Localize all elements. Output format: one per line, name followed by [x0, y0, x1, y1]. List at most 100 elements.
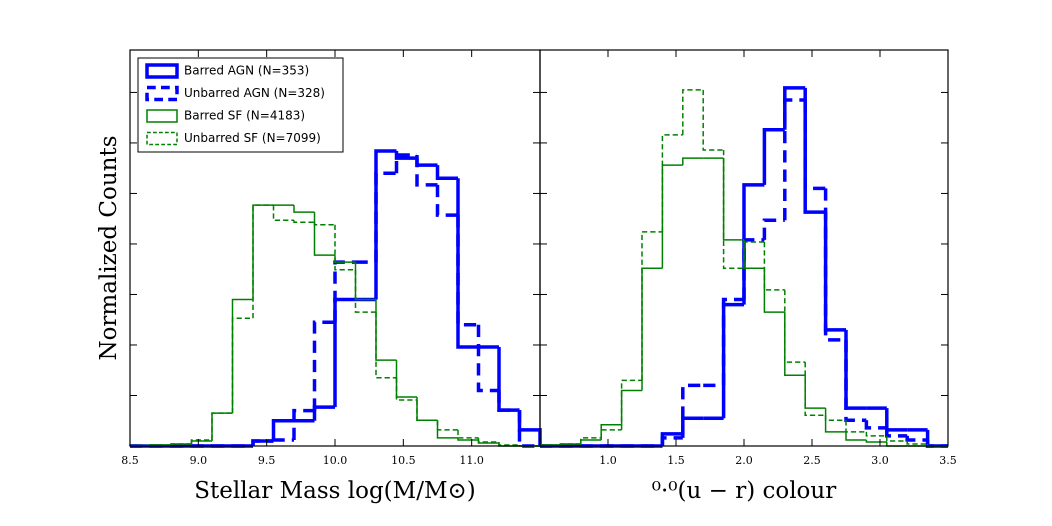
histogram-step: [211, 412, 233, 441]
legend-swatch: [145, 63, 179, 79]
histogram-step: [272, 205, 294, 221]
histogram-step: [600, 424, 622, 440]
histogram-step: [580, 437, 602, 444]
histogram-step: [498, 441, 520, 446]
histogram-step: [762, 218, 785, 240]
legend-frame: [137, 57, 344, 153]
x-tick-label: 2.5: [803, 454, 821, 467]
x-tick-label: 2.0: [735, 454, 753, 467]
legend-label: Barred SF (N=4183): [184, 109, 305, 123]
histogram-step: [252, 204, 274, 300]
histogram-step: [497, 390, 520, 412]
x-tick-label: 10.0: [323, 454, 348, 467]
histogram-step: [885, 408, 908, 432]
histogram-step: [783, 98, 806, 221]
histogram-step: [784, 312, 806, 377]
histogram-step: [293, 220, 315, 223]
histogram-step: [476, 324, 499, 393]
histogram-step: [251, 439, 274, 446]
histogram-step: [436, 420, 458, 439]
histogram-step: [271, 438, 294, 442]
histogram-step: [416, 397, 438, 421]
histogram-step: [333, 260, 356, 323]
histogram-step: [886, 441, 908, 447]
histogram-step: [375, 312, 397, 379]
histogram-step: [354, 262, 376, 301]
y-axis-label: Normalized Counts: [96, 135, 122, 360]
histogram-step: [641, 267, 663, 391]
histogram-step: [477, 437, 499, 443]
histogram-step: [313, 212, 335, 256]
histogram-step: [722, 150, 744, 269]
histogram-step: [394, 151, 417, 160]
histogram-step: [824, 408, 846, 433]
histogram-step: [190, 440, 212, 444]
histogram-step: [660, 432, 683, 446]
histogram-step: [415, 155, 438, 187]
histogram-step: [252, 204, 274, 319]
histogram-step: [784, 289, 806, 363]
histogram-step: [395, 377, 417, 401]
histogram-step: [681, 416, 704, 434]
histogram-step: [313, 222, 335, 226]
histogram-step: [742, 183, 765, 305]
histogram-step: [497, 347, 520, 412]
histogram-step: [661, 134, 683, 232]
histogram-step: [211, 412, 233, 440]
x-axis-label: ⁰·⁰(u − r) colour: [652, 478, 836, 504]
histogram-step: [580, 439, 602, 444]
histogram-step: [231, 298, 253, 414]
histogram-step: [559, 443, 581, 445]
legend-label: Barred AGN (N=353): [184, 64, 309, 78]
histogram-step: [803, 87, 826, 214]
histogram-step: [743, 239, 765, 269]
x-tick-label: 8.5: [121, 454, 139, 467]
x-axis-label: Stellar Mass log(M/M⊙): [194, 478, 476, 504]
histogram-step: [375, 299, 397, 361]
histogram-step: [436, 420, 458, 431]
histogram-step: [865, 431, 887, 437]
histogram-step: [886, 435, 908, 442]
histogram-step: [231, 317, 253, 414]
histogram-step: [354, 269, 376, 313]
x-tick-label: 10.5: [391, 454, 416, 467]
histogram-step: [783, 86, 806, 130]
histogram-step: [517, 410, 542, 446]
histogram-step: [456, 215, 479, 327]
x-tick-label: 1.0: [599, 454, 617, 467]
histogram-step: [415, 158, 438, 167]
histogram-step: [660, 436, 683, 446]
histogram-step: [823, 188, 846, 342]
histogram-step: [333, 297, 356, 408]
histogram-step: [293, 205, 315, 213]
histogram-step: [394, 153, 417, 174]
x-tick-label: 9.5: [258, 454, 276, 467]
histogram-step: [845, 420, 867, 433]
histogram-step: [702, 89, 724, 151]
histogram-step: [435, 165, 458, 181]
histogram-step: [682, 157, 704, 166]
histogram-step: [905, 435, 928, 442]
histogram-step: [170, 443, 192, 445]
histogram-step: [620, 379, 642, 430]
histogram-step: [824, 415, 846, 421]
histogram-step: [681, 383, 704, 438]
histogram-step: [457, 429, 479, 439]
legend-label: Unbarred SF (N=7099): [184, 131, 321, 145]
histogram-step: [600, 429, 622, 438]
histogram-step: [435, 184, 458, 217]
histogram-step: [864, 420, 887, 430]
histogram-step: [312, 320, 335, 411]
legend-swatch: [145, 85, 179, 102]
histogram-step: [763, 241, 785, 291]
histogram-step: [312, 405, 335, 421]
x-tick-label: 3.0: [871, 454, 889, 467]
histogram-step: [456, 178, 479, 349]
histogram-step: [823, 212, 846, 332]
histogram-step: [271, 418, 294, 441]
x-tick-label: 1.5: [667, 454, 685, 467]
histogram-step: [722, 158, 744, 241]
x-tick-label: 11.0: [459, 454, 484, 467]
histogram-step: [517, 410, 540, 448]
histogram-step: [292, 408, 315, 440]
